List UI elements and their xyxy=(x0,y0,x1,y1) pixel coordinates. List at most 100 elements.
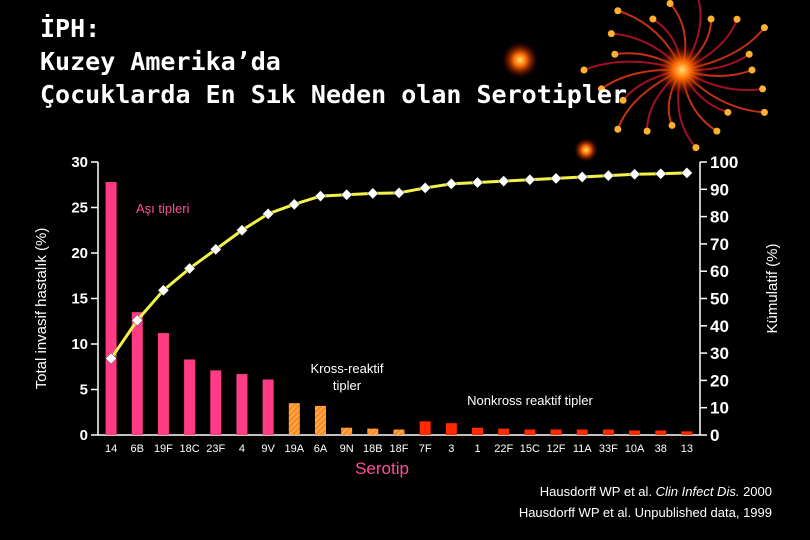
x-tick-label: 19F xyxy=(154,443,173,455)
y-right-tick-label: 70 xyxy=(710,235,729,254)
cumulative-point-18B xyxy=(366,187,379,200)
x-tick-label: 38 xyxy=(655,443,667,455)
firework-decoration xyxy=(502,0,768,162)
y-left-tick-label: 25 xyxy=(71,200,88,217)
cumulative-point-13 xyxy=(681,167,693,179)
bar-7F xyxy=(419,421,431,435)
bar-10A xyxy=(629,430,641,435)
x-tick-label: 18B xyxy=(363,443,383,455)
y-left-tick-label: 5 xyxy=(80,382,88,399)
bar-12F xyxy=(550,429,562,435)
x-tick-label: 7F xyxy=(419,443,432,455)
cumulative-point-11A xyxy=(576,171,589,183)
bar-6A xyxy=(314,405,326,435)
cumulative-point-6A xyxy=(314,190,327,202)
annotation-vaccine: Aşı tipleri xyxy=(136,201,190,216)
bar-9N xyxy=(341,427,353,435)
bar-19A xyxy=(288,403,300,435)
bar-22F xyxy=(498,428,510,435)
cumulative-point-38 xyxy=(654,167,667,180)
cumulative-point-18F xyxy=(393,186,405,199)
bar-23F xyxy=(210,370,222,435)
x-tick-label: 11A xyxy=(573,443,592,455)
bar-18C xyxy=(184,359,196,435)
y-left-tick-label: 10 xyxy=(71,336,88,353)
x-tick-label: 12F xyxy=(547,443,566,455)
x-tick-label: 3 xyxy=(448,443,454,455)
x-tick-label: 9V xyxy=(261,443,275,455)
bar-19F xyxy=(157,333,169,435)
cumulative-point-19F xyxy=(157,284,170,297)
cumulative-point-12F xyxy=(550,172,562,185)
bar-38 xyxy=(655,430,667,435)
title-line-2: Kuzey Amerika’da xyxy=(40,47,281,76)
y-right-tick-label: 80 xyxy=(710,208,729,227)
cumulative-point-1 xyxy=(471,176,484,189)
bar-9V xyxy=(262,379,274,435)
bar-14 xyxy=(105,182,117,435)
x-tick-label: 18F xyxy=(390,443,409,455)
x-tick-label: 13 xyxy=(681,443,693,455)
y-right-tick-label: 50 xyxy=(710,290,729,309)
bar-1 xyxy=(472,427,484,435)
y-left-tick-label: 20 xyxy=(71,245,88,262)
y-right-axis-title: Kümulatif (%) xyxy=(764,243,781,333)
y-right-tick-label: 30 xyxy=(710,344,729,363)
x-axis-title: Serotip xyxy=(355,459,409,478)
citation-line-2: Hausdorff WP et al. Unpublished data, 19… xyxy=(518,505,772,520)
cumulative-point-3 xyxy=(445,177,458,190)
bar-3 xyxy=(445,423,457,435)
bar-18B xyxy=(367,428,379,435)
y-right-tick-label: 60 xyxy=(710,262,729,281)
cumulative-point-19A xyxy=(288,198,301,211)
x-tick-label: 6A xyxy=(314,443,328,455)
x-tick-label: 6B xyxy=(131,443,144,455)
x-tick-label: 1 xyxy=(474,443,480,455)
x-tick-label: 33F xyxy=(599,443,618,455)
x-tick-label: 19A xyxy=(285,443,305,455)
y-right-tick-label: 40 xyxy=(710,317,729,336)
bar-33F xyxy=(602,429,614,435)
x-tick-label: 10A xyxy=(625,443,645,455)
y-right-tick-label: 90 xyxy=(710,180,729,199)
annotation-cross-line-2: tipler xyxy=(333,378,362,393)
cumulative-point-6B xyxy=(131,314,144,327)
y-right-tick-label: 10 xyxy=(710,399,729,418)
citation-line-1: Hausdorff WP et al. Clin Infect Dis. 200… xyxy=(539,484,772,499)
bar-6B xyxy=(131,312,143,435)
y-right-tick-label: 0 xyxy=(710,426,719,445)
slide-title: İPH: Kuzey Amerika’da Çocuklarda En Sık … xyxy=(40,12,627,111)
y-left-tick-label: 15 xyxy=(71,291,88,308)
bar-11A xyxy=(576,429,588,435)
x-tick-label: 23F xyxy=(206,443,225,455)
x-tick-label: 14 xyxy=(105,443,117,455)
cumulative-point-9N xyxy=(340,188,353,201)
y-left-tick-label: 0 xyxy=(80,427,88,444)
cumulative-point-14 xyxy=(105,352,117,365)
citation: Hausdorff WP et al. Clin Infect Dis. 200… xyxy=(519,481,772,523)
y-right-tick-label: 100 xyxy=(710,153,738,172)
x-tick-label: 15C xyxy=(520,443,540,455)
title-line-1: İPH: xyxy=(40,14,101,43)
y-left-axis-title: Total invasif hastalık (%) xyxy=(33,228,50,390)
cumulative-point-18C xyxy=(183,262,196,275)
cumulative-point-23F xyxy=(209,243,222,256)
y-right-tick-label: 20 xyxy=(710,371,729,390)
cumulative-point-10A xyxy=(628,168,641,181)
title-line-3: Çocuklarda En Sık Neden olan Serotipler xyxy=(40,80,627,109)
x-tick-label: 18C xyxy=(180,443,200,455)
cumulative-line xyxy=(109,171,687,360)
cumulative-point-22F xyxy=(497,175,510,187)
cumulative-point-4 xyxy=(236,224,248,237)
bar-4 xyxy=(236,374,248,435)
cumulative-point-33F xyxy=(602,169,615,182)
x-tick-label: 4 xyxy=(239,443,245,455)
cumulative-point-15C xyxy=(524,173,536,186)
x-tick-label: 22F xyxy=(494,443,513,455)
cumulative-point-9V xyxy=(262,208,274,220)
bar-15C xyxy=(524,429,536,435)
annotation-cross-line-1: Kross-reaktif xyxy=(311,361,384,376)
bar-13 xyxy=(681,431,693,435)
bar-18F xyxy=(393,429,405,435)
